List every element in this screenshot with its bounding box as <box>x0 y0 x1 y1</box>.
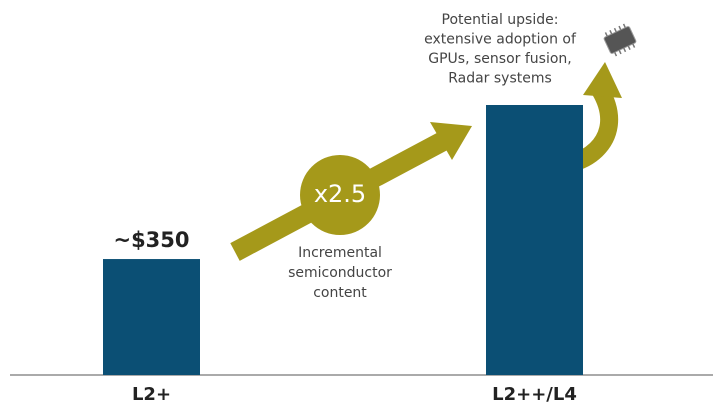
growth-arrow-head <box>430 122 472 160</box>
chip-icon <box>603 23 637 57</box>
growth-note: Incremental <box>298 245 382 261</box>
x-tick-label: L2+ <box>132 384 171 405</box>
value-label: ~$350 <box>113 228 189 252</box>
growth-note: content <box>313 285 367 301</box>
upside-note: Potential upside: <box>442 12 559 28</box>
multiplier-label: x2.5 <box>314 180 366 208</box>
annotation-graphics <box>230 62 622 261</box>
bar <box>103 259 200 375</box>
upside-note: GPUs, sensor fusion, <box>428 51 571 67</box>
upside-note: extensive adoption of <box>424 32 577 48</box>
upside-arrow-head <box>583 62 622 98</box>
x-tick-label: L2++/L4 <box>492 384 577 405</box>
growth-note: semiconductor <box>288 265 392 281</box>
upside-note: Radar systems <box>448 71 552 87</box>
bar <box>486 105 583 375</box>
multiplier-circle <box>300 155 380 235</box>
